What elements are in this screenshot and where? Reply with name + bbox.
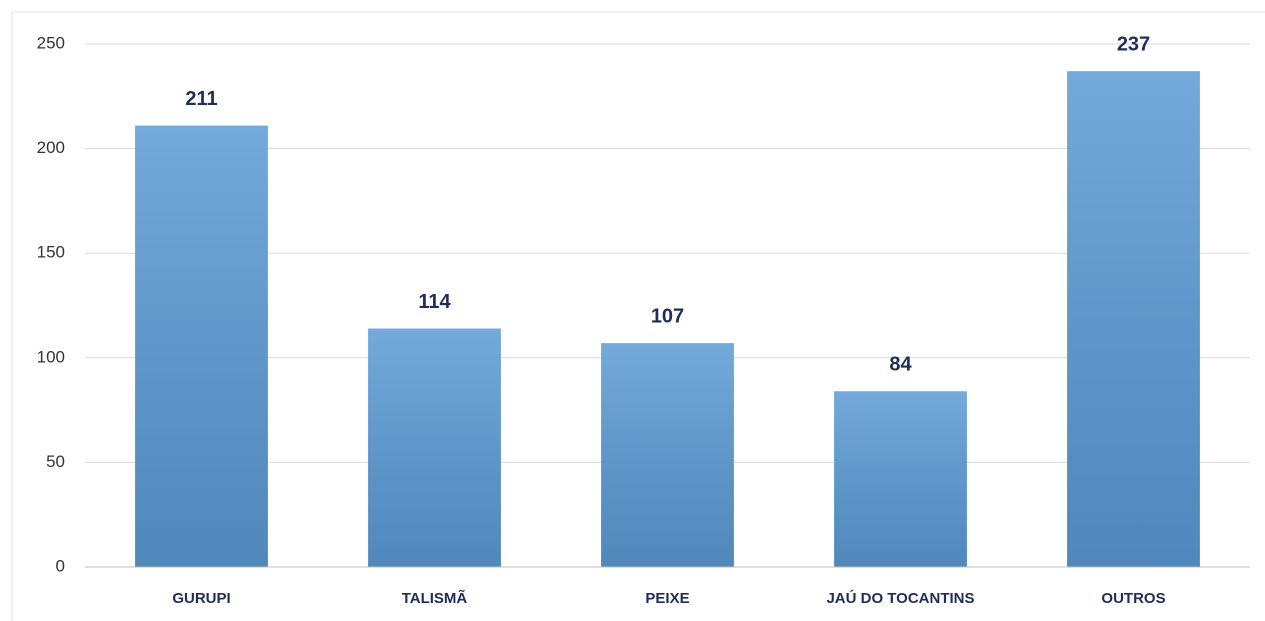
- data-label: 211: [185, 88, 217, 110]
- y-tick-label: 50: [46, 452, 65, 471]
- chart-frame: [11, 11, 1265, 621]
- data-label: 84: [889, 354, 912, 376]
- y-tick-label: 100: [37, 347, 65, 366]
- bar-shade: [1067, 71, 1200, 568]
- x-tick-label: JAÚ DO TOCANTINS: [826, 589, 974, 607]
- bar-shade: [135, 125, 268, 567]
- data-label: 237: [1117, 33, 1150, 55]
- x-tick-label: TALISMÃ: [402, 589, 468, 607]
- y-tick-label: 150: [37, 243, 65, 262]
- x-tick-label: PEIXE: [645, 590, 689, 607]
- bar-shade: [601, 343, 734, 567]
- data-label: 114: [418, 291, 451, 313]
- y-tick-label: 200: [37, 138, 65, 157]
- bar-shade: [834, 391, 967, 567]
- bar-shade: [368, 328, 501, 567]
- x-tick-label: OUTROS: [1101, 590, 1165, 607]
- x-tick-label: GURUPI: [172, 590, 230, 607]
- data-label: 107: [651, 305, 684, 327]
- y-tick-label: 0: [56, 556, 65, 575]
- y-tick-label: 250: [37, 33, 65, 52]
